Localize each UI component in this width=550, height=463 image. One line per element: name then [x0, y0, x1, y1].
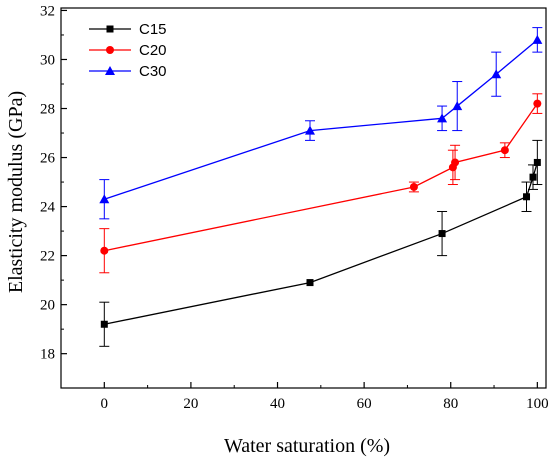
y-tick-label: 18 — [40, 347, 55, 363]
x-tick-label: 100 — [526, 396, 549, 412]
data-point — [452, 101, 463, 111]
series-line — [104, 39, 538, 200]
y-tick-label: 28 — [40, 102, 55, 118]
data-point — [438, 230, 446, 238]
y-tick-label: 22 — [40, 249, 55, 265]
series-c20 — [99, 93, 543, 274]
data-point — [304, 125, 315, 135]
data-point — [532, 34, 543, 44]
data-point — [529, 173, 537, 181]
x-tick-label: 40 — [270, 396, 285, 412]
legend-label: C20 — [139, 42, 167, 59]
y-tick-label: 20 — [40, 298, 55, 314]
data-point — [306, 279, 314, 287]
data-point — [451, 158, 460, 167]
legend-item-c30: C30 — [89, 63, 167, 80]
series-c30 — [99, 27, 543, 220]
legend-marker — [105, 66, 115, 75]
data-point — [100, 246, 109, 255]
series-line — [104, 162, 538, 325]
data-point — [437, 113, 448, 123]
x-tick-label: 20 — [183, 396, 198, 412]
y-tick-label: 24 — [40, 200, 56, 216]
y-tick-label: 26 — [40, 151, 56, 167]
data-point — [523, 193, 531, 201]
y-tick-label: 30 — [40, 52, 55, 68]
series-c15 — [99, 139, 543, 347]
x-axis-title: Water saturation (%) — [224, 435, 390, 457]
series-layer — [99, 27, 543, 347]
data-point — [100, 320, 108, 328]
legend-item-c20: C20 — [89, 42, 167, 59]
legend-marker — [106, 25, 114, 33]
legend: C15 C20 C30 — [89, 21, 167, 80]
data-point — [500, 146, 509, 155]
legend-item-c15: C15 — [89, 21, 167, 38]
data-point — [533, 158, 541, 166]
y-tick-label: 32 — [40, 3, 55, 19]
data-point — [491, 69, 502, 79]
x-tick-label: 80 — [443, 396, 458, 412]
x-tick-label: 60 — [357, 396, 372, 412]
data-point — [409, 182, 418, 191]
legend-marker — [106, 46, 114, 54]
y-axis-title: Elasticity modulus (GPa) — [5, 91, 27, 293]
legend-label: C30 — [139, 63, 167, 80]
data-point — [533, 99, 542, 108]
x-tick-label: 0 — [101, 396, 109, 412]
plot-frame — [60, 7, 547, 389]
axes-layer: 0 20 40 60 80 100 18 20 22 24 26 28 30 32 — [40, 3, 549, 412]
legend-label: C15 — [139, 21, 167, 38]
data-point — [99, 194, 110, 204]
